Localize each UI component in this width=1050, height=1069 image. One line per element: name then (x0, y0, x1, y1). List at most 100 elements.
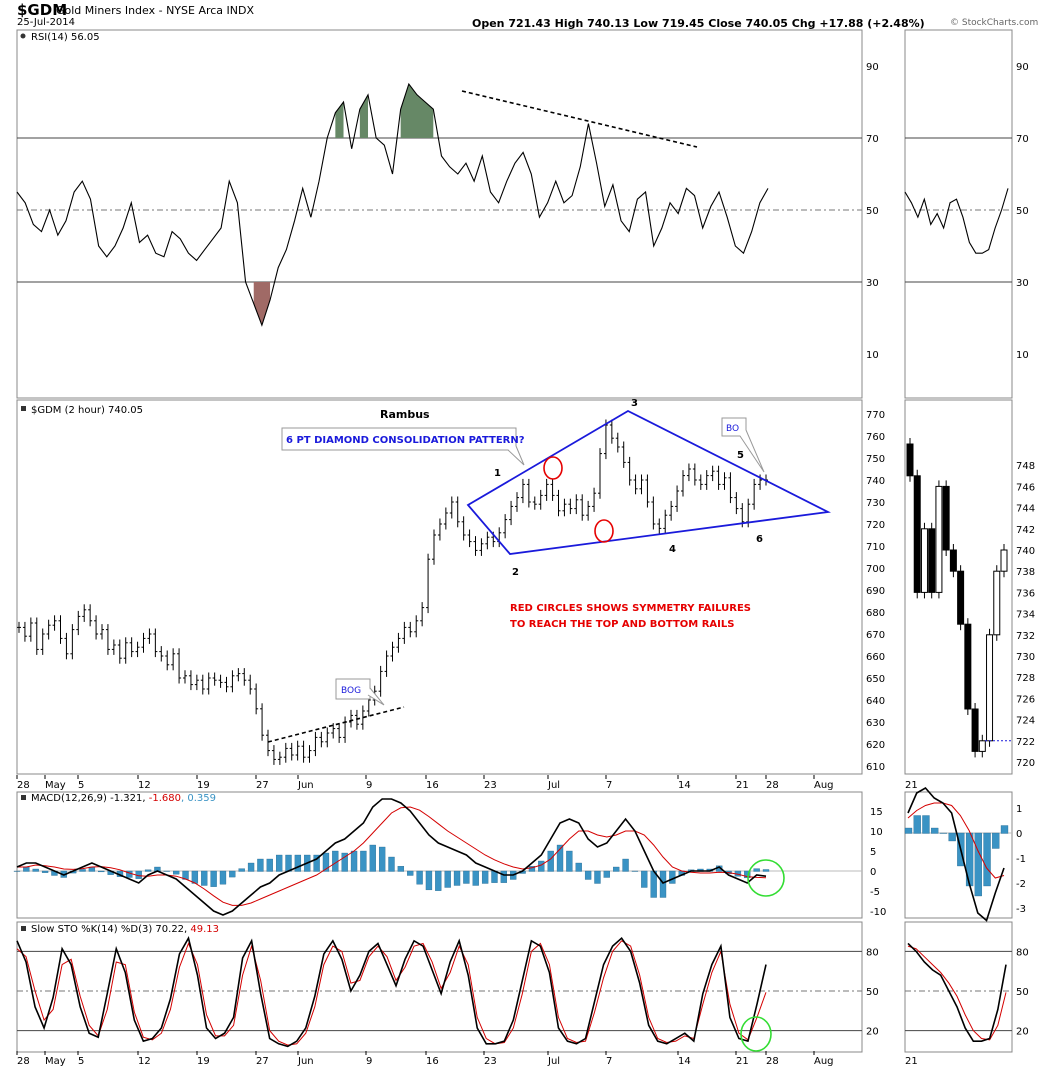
macd-tick-label: 5 (870, 847, 876, 858)
macd-tick-label: 10 (870, 827, 883, 838)
x-tick-label: 28 (766, 780, 779, 791)
bog-label: BOG (341, 686, 361, 696)
right-macd-histogram-bar (904, 827, 913, 834)
panel-frame-sto (16, 921, 863, 1053)
diamond-pattern (466, 409, 832, 555)
right-macd-histogram-bar (983, 832, 991, 887)
stockcharts-watermark: © StockCharts.com (950, 18, 1039, 28)
x-tick-label-bottom: 9 (366, 1056, 372, 1067)
right-candle-body (993, 570, 1001, 636)
right-candle-body (978, 740, 986, 752)
annotation-rambus: Rambus (380, 408, 430, 421)
macd-histogram-bar (584, 870, 592, 880)
right-macd-histogram-bar (922, 815, 930, 834)
macd-histogram-bar (500, 870, 508, 883)
sto-tick-label: 20 (866, 1027, 879, 1038)
macd-label-marker (21, 795, 26, 800)
x-tick-label-bottom: Aug (814, 1056, 834, 1067)
macd-histogram-bar (163, 870, 170, 872)
right-panel-frame-macd (904, 791, 1013, 919)
macd-histogram-bar (79, 869, 86, 872)
macd-histogram-bar (266, 858, 273, 872)
x-tick-label: 12 (138, 780, 151, 791)
right-panel-frame-rsi (904, 29, 1013, 399)
macd-histogram-bar (463, 870, 470, 884)
right-sto-tick-label: 80 (1016, 947, 1029, 958)
macd-histogram-bar (556, 844, 564, 872)
right-candle-body (949, 549, 957, 572)
macd-histogram-bar (397, 866, 405, 872)
right-candle-body (964, 623, 972, 710)
right-macd-tick-label: -3 (1016, 904, 1026, 915)
macd-histogram-bar (444, 870, 451, 888)
macd-line (16, 798, 767, 916)
pattern-title: 6 PT DIAMOND CONSOLIDATION PATTERN? (286, 435, 525, 446)
macd-histogram-bar (32, 868, 39, 872)
x-tick-label: 7 (606, 780, 612, 791)
macd-histogram-bar (566, 850, 573, 872)
chart-date: 25-Jul-2014 (17, 17, 76, 28)
price-tick-label: 660 (866, 652, 885, 663)
panel-frame-rsi (16, 29, 863, 399)
right-price-tick-label: 738 (1016, 567, 1035, 578)
panel-frame-price (16, 399, 863, 775)
macd-histogram-bar (23, 866, 30, 872)
x-tick-label: May (45, 780, 66, 791)
right-sto-tick-label: 20 (1016, 1027, 1029, 1038)
macd-histogram-bar (322, 852, 330, 872)
macd-histogram-bar (603, 870, 610, 878)
macd-histogram-bar (641, 870, 648, 888)
sto-label-marker (21, 926, 26, 931)
macd-histogram-bar (210, 870, 217, 887)
right-macd-histogram-bar (1000, 825, 1009, 834)
right-rsi-line (904, 188, 1009, 254)
x-tick-label: Jul (547, 780, 560, 791)
ohlc-summary: Open 721.43 High 740.13 Low 719.45 Close… (472, 17, 925, 30)
right-candle-body (942, 485, 950, 551)
x-tick-label-bottom: 14 (678, 1056, 691, 1067)
rsi-tick-label: 30 (866, 278, 879, 289)
x-tick-label: 19 (197, 780, 210, 791)
macd-histogram-bar (41, 870, 49, 873)
right-macd-line (907, 786, 1005, 922)
price-tick-label: 680 (866, 608, 885, 619)
diamond-point-label: 5 (737, 450, 744, 461)
right-price-tick-label: 744 (1016, 504, 1035, 515)
macd-histogram-bar (173, 870, 180, 875)
macd-histogram-bar (547, 850, 554, 872)
diamond-point-label: 1 (494, 468, 501, 479)
symmetry-failure-circle (543, 456, 563, 480)
price-tick-label: 730 (866, 498, 885, 509)
price-tick-label: 720 (866, 520, 885, 531)
right-x-tick-label: 21 (905, 780, 918, 791)
macd-histogram-bar (622, 858, 629, 872)
x-tick-label: 23 (484, 780, 497, 791)
right-panel-frame-price (904, 399, 1013, 775)
x-tick-label: 9 (366, 780, 372, 791)
price-tick-label: 620 (866, 740, 885, 751)
macd-histogram-bar (388, 856, 395, 872)
macd-histogram-bar (238, 868, 245, 872)
right-price-tick-label: 728 (1016, 673, 1035, 684)
rsi-tick-label: 70 (866, 134, 879, 145)
sto-green-circle (740, 1016, 772, 1052)
price-tick-label: 740 (866, 476, 885, 487)
price-tick-label: 630 (866, 718, 885, 729)
right-price-tick-label: 742 (1016, 525, 1035, 536)
x-tick-label-bottom: 16 (426, 1056, 439, 1067)
right-candle-body (935, 485, 943, 593)
x-tick-label: 27 (256, 780, 269, 791)
bog-trendline (267, 706, 405, 743)
rsi-tick-label: 50 (866, 206, 879, 217)
right-macd-histogram-bar (992, 832, 1000, 849)
macd-histogram-bar (575, 862, 582, 872)
macd-histogram-bar (275, 854, 283, 872)
right-price-tick-label: 726 (1016, 694, 1035, 705)
right-macd-tick-label: 1 (1016, 804, 1022, 815)
right-x-tick-label-bottom: 21 (905, 1056, 918, 1067)
macd-histogram-bar (98, 870, 105, 873)
macd-histogram-bar (659, 870, 667, 898)
right-price-tick-label: 724 (1016, 716, 1035, 727)
macd-histogram-bar (360, 850, 367, 872)
